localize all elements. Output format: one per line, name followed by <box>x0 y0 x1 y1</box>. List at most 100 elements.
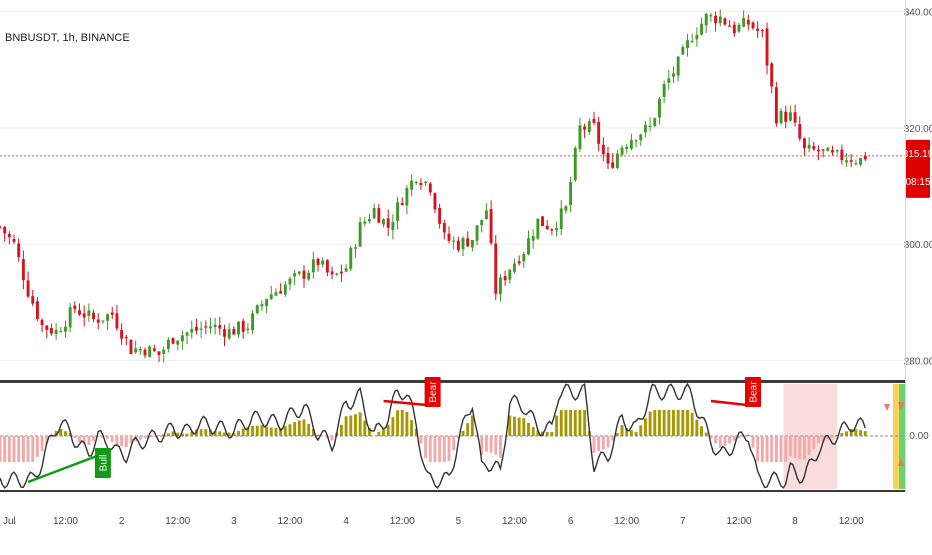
histogram-bar <box>733 436 736 441</box>
histogram-bar <box>92 436 95 441</box>
time-tick-label: 12:00 <box>165 516 190 527</box>
last-price-label: 315.19 <box>903 149 932 160</box>
histogram-bar <box>462 431 465 436</box>
histogram-bar <box>218 431 221 436</box>
histogram-bar <box>766 436 769 462</box>
histogram-bar <box>111 436 114 442</box>
time-tick-label: 12:00 <box>726 516 751 527</box>
pane-separator-top[interactable] <box>0 380 905 383</box>
histogram-bar <box>158 435 161 436</box>
histogram-bar <box>144 436 147 438</box>
histogram-bar <box>817 436 820 443</box>
histogram-bar <box>831 436 834 437</box>
histogram-bar <box>204 429 207 436</box>
histogram-bar <box>578 410 581 436</box>
histogram-bar <box>854 429 857 436</box>
candle <box>653 118 656 128</box>
histogram-bar <box>27 436 30 462</box>
histogram-bar <box>0 436 1 462</box>
histogram-bar <box>429 436 432 462</box>
histogram-bar <box>391 417 394 436</box>
symbol-label: BNBUSDT, 1h, BINANCE <box>5 32 130 44</box>
histogram-bar <box>303 419 306 436</box>
candle <box>349 246 352 271</box>
candle <box>775 82 778 127</box>
histogram-bar <box>667 410 670 436</box>
histogram-bar <box>522 418 525 436</box>
histogram-bar <box>377 432 380 436</box>
histogram-bar <box>752 436 755 448</box>
histogram-bar <box>223 432 226 436</box>
time-tick-label: 12:00 <box>53 516 78 527</box>
histogram-bar <box>569 410 572 436</box>
histogram-bar <box>260 425 263 436</box>
signal-label: Bull <box>98 455 109 472</box>
histogram-bar <box>775 436 778 462</box>
histogram-bar <box>719 436 722 448</box>
price-tick-label: 340.00 <box>904 8 932 19</box>
histogram-bar <box>242 429 245 436</box>
histogram-bar <box>695 420 698 436</box>
countdown-label: 08:15 <box>905 177 930 188</box>
histogram-bar <box>363 420 366 436</box>
histogram-bar <box>653 410 656 436</box>
histogram-bar <box>471 415 474 436</box>
histogram-bar <box>345 416 348 436</box>
histogram-bar <box>527 423 530 436</box>
histogram-bar <box>307 424 310 436</box>
histogram-bar <box>73 436 76 438</box>
histogram-bar <box>251 426 254 436</box>
histogram-bar <box>434 436 437 462</box>
histogram-bar <box>419 436 422 443</box>
histogram-bar <box>789 436 792 456</box>
candle <box>172 337 175 344</box>
histogram-bar <box>639 425 642 436</box>
histogram-bar <box>167 433 170 436</box>
indicator-zero-label: 0.00 <box>909 431 929 442</box>
histogram-bar <box>274 428 277 436</box>
histogram-bar <box>555 415 558 436</box>
histogram-bar <box>700 426 703 436</box>
histogram-bar <box>452 436 455 450</box>
histogram-bar <box>812 436 815 449</box>
histogram-bar <box>723 436 726 446</box>
histogram-bar <box>681 410 684 436</box>
histogram-bar <box>686 410 689 436</box>
histogram-bar <box>139 436 142 440</box>
histogram-bar <box>349 416 352 436</box>
time-tick-label: 12:00 <box>839 516 864 527</box>
histogram-bar <box>387 425 390 436</box>
time-tick-label: 12:00 <box>614 516 639 527</box>
histogram-bar <box>256 426 259 436</box>
histogram-bar <box>845 431 848 436</box>
histogram-bar <box>728 436 731 443</box>
histogram-bar <box>677 410 680 436</box>
histogram-bar <box>186 434 189 436</box>
histogram-bar <box>550 432 553 436</box>
histogram-bar <box>443 436 446 462</box>
histogram-bar <box>289 424 292 436</box>
histogram-bar <box>237 431 240 436</box>
time-tick-label: 4 <box>343 516 349 527</box>
histogram-bar <box>120 436 123 446</box>
histogram-bar <box>499 436 502 458</box>
price-pane[interactable] <box>0 0 905 380</box>
histogram-bar <box>22 436 25 462</box>
pane-separator-bottom <box>0 490 905 492</box>
histogram-bar <box>635 432 638 436</box>
histogram-bar <box>8 436 11 462</box>
time-tick-label: 6 <box>568 516 574 527</box>
histogram-bar <box>466 423 469 436</box>
histogram-bar <box>396 410 399 436</box>
histogram-bar <box>3 436 6 462</box>
histogram-bar <box>106 436 109 439</box>
histogram-bar <box>840 433 843 436</box>
histogram-bar <box>597 436 600 451</box>
histogram-bar <box>803 436 806 460</box>
histogram-bar <box>125 436 128 447</box>
price-tick-label: 300.00 <box>904 240 932 251</box>
price-tick-label: 320.00 <box>904 124 932 135</box>
